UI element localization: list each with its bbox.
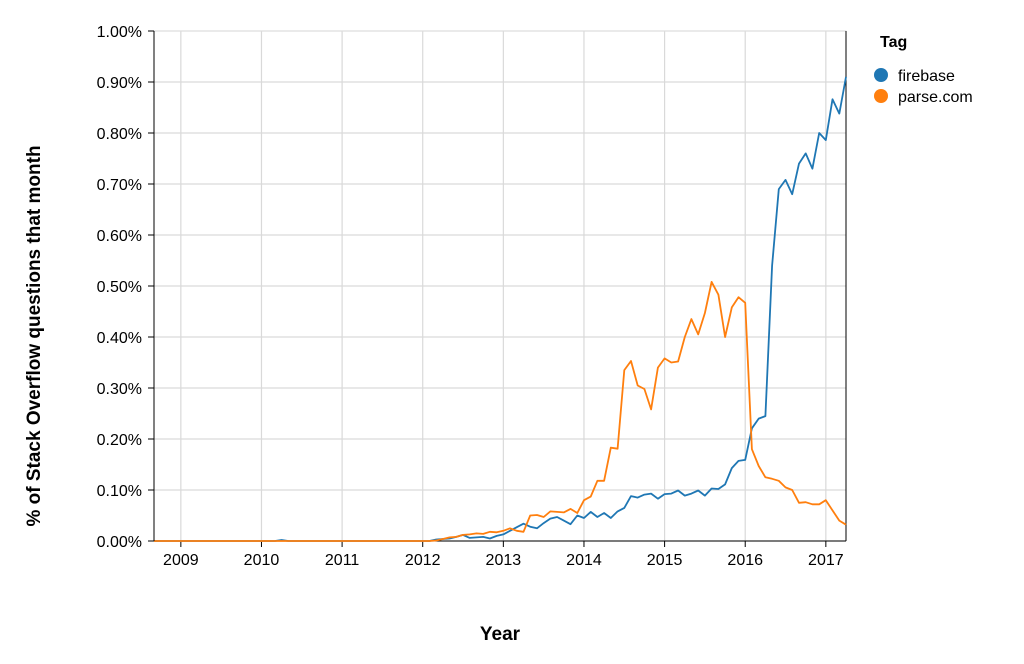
- legend: Tag firebase parse.com: [874, 34, 973, 106]
- y-tick-label: 0.70%: [97, 177, 142, 194]
- x-tick-label: 2010: [244, 552, 280, 569]
- legend-swatch: [874, 89, 888, 103]
- x-tick-label: 2012: [405, 552, 441, 569]
- legend-items: firebase parse.com: [874, 68, 973, 106]
- x-tick-label: 2015: [647, 552, 683, 569]
- x-axis-title: Year: [480, 624, 521, 645]
- legend-title: Tag: [880, 34, 907, 51]
- y-tick-label: 0.80%: [97, 126, 142, 143]
- x-tick-label: 2017: [808, 552, 844, 569]
- y-tick-label: 0.50%: [97, 279, 142, 296]
- y-tick-label: 0.90%: [97, 75, 142, 92]
- series-line-parse-com: [154, 280, 847, 542]
- series-line-firebase: [154, 76, 847, 542]
- y-tick-label: 0.40%: [97, 330, 142, 347]
- x-tick-label: 2016: [727, 552, 763, 569]
- x-axis-ticks: 2009 2010 2011 2012 2013 2014 2015 2016 2017: [163, 541, 844, 569]
- x-tick-label: 2009: [163, 552, 199, 569]
- legend-swatch: [874, 68, 888, 82]
- y-tick-label: 0.60%: [97, 228, 142, 245]
- series-lines: [154, 76, 847, 542]
- legend-label: firebase: [898, 68, 955, 85]
- y-tick-label: 0.30%: [97, 381, 142, 398]
- y-tick-label: 0.20%: [97, 432, 142, 449]
- y-axis-title: % of Stack Overflow questions that month: [24, 145, 45, 526]
- y-tick-label: 0.00%: [97, 534, 142, 551]
- legend-label: parse.com: [898, 89, 973, 106]
- x-tick-label: 2011: [325, 552, 360, 569]
- y-tick-label: 1.00%: [97, 24, 142, 41]
- x-tick-label: 2014: [566, 552, 602, 569]
- y-gridlines: [154, 30, 846, 542]
- x-tick-label: 2013: [486, 552, 522, 569]
- y-tick-label: 0.10%: [97, 483, 142, 500]
- y-axis-ticks: 0.00% 0.10% 0.20% 0.30% 0.40% 0.50% 0.60% 0.70%…: [97, 24, 154, 551]
